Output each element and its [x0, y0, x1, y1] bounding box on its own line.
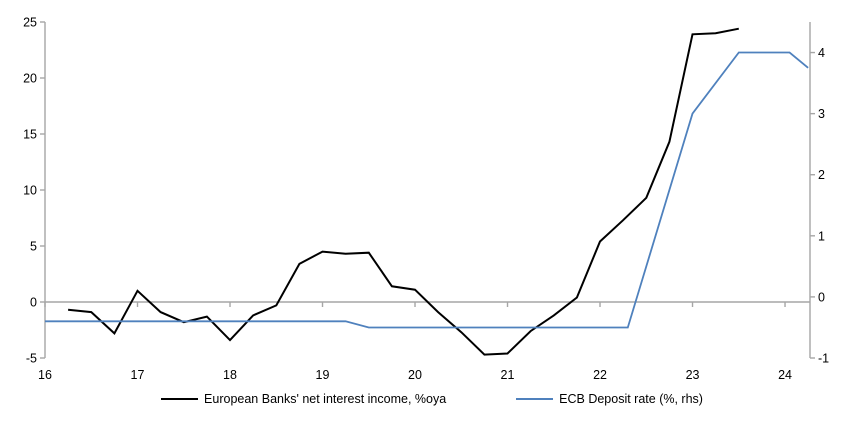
y-axis-right-tick-label: 0: [818, 290, 825, 304]
legend-label-net-interest-income: European Banks' net interest income, %oy…: [204, 392, 447, 406]
y-axis-left-tick-label: 5: [30, 240, 37, 254]
x-axis-tick-label: 23: [686, 368, 700, 382]
series-line-net-interest-income: [68, 27, 739, 356]
y-axis-left-tick-label: 0: [30, 296, 37, 310]
y-axis-right-tick-label: 4: [818, 46, 825, 60]
y-axis-left-tick-label: 15: [23, 128, 37, 142]
legend-item-ecb-deposit-rate: ECB Deposit rate (%, rhs): [516, 392, 703, 406]
series-line-ecb-deposit-rate: [45, 51, 809, 329]
legend-label-ecb-deposit-rate: ECB Deposit rate (%, rhs): [559, 392, 703, 406]
legend-item-net-interest-income: European Banks' net interest income, %oy…: [161, 392, 446, 406]
blue-line-sample-icon: [516, 398, 554, 400]
x-axis-tick-label: 19: [316, 368, 330, 382]
x-axis-tick-label: 20: [408, 368, 422, 382]
x-axis-tick-label: 22: [593, 368, 607, 382]
y-axis-right-tick-label: 1: [818, 229, 825, 243]
x-axis-tick-label: 24: [778, 368, 792, 382]
black-line-sample-icon: [161, 398, 199, 400]
y-axis-right-tick-label: 3: [818, 107, 825, 121]
y-axis-left-tick-label: 10: [23, 184, 37, 198]
y-axis-left-tick-label: 20: [23, 72, 37, 86]
x-axis-tick-label: 16: [38, 368, 52, 382]
x-axis-tick-label: 17: [131, 368, 145, 382]
legend: European Banks' net interest income, %oy…: [12, 392, 852, 406]
x-axis-tick-label: 18: [223, 368, 237, 382]
x-axis-tick-label: 21: [501, 368, 515, 382]
y-axis-right-tick-label: 2: [818, 168, 825, 182]
y-axis-right-tick-label: -1: [818, 352, 829, 366]
y-axis-left-tick-label: 25: [23, 16, 37, 30]
series-lines: [45, 27, 809, 356]
y-axis-left-tick-label: -5: [26, 352, 37, 366]
